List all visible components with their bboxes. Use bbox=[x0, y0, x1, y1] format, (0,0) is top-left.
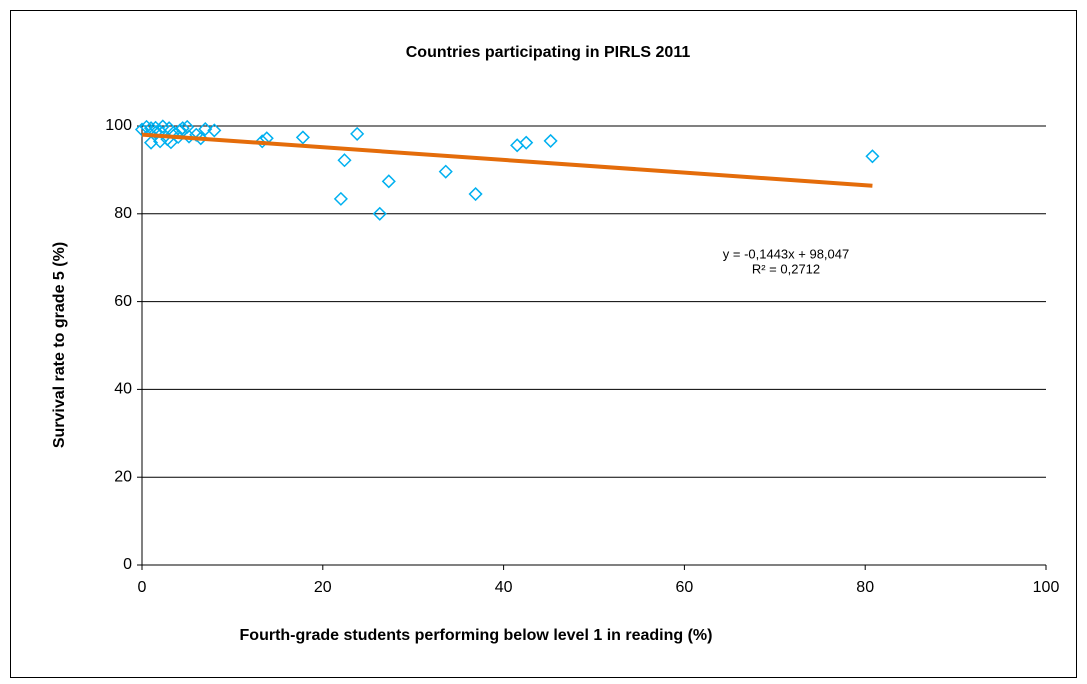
y-tick-label: 100 bbox=[105, 117, 132, 134]
point bbox=[543, 133, 558, 148]
x-tick-label: 80 bbox=[856, 579, 874, 596]
chart-border bbox=[10, 10, 1077, 678]
point bbox=[438, 164, 453, 179]
chart-title: Countries participating in PIRLS 2011 bbox=[406, 44, 691, 61]
point bbox=[193, 131, 208, 146]
x-axis-label: Fourth-grade students performing below l… bbox=[240, 627, 713, 644]
y-tick-label: 0 bbox=[123, 556, 132, 573]
y-tick-label: 60 bbox=[114, 293, 132, 310]
trendline bbox=[141, 132, 873, 188]
y-tick-label: 80 bbox=[114, 205, 132, 222]
point bbox=[865, 149, 880, 164]
point bbox=[139, 119, 154, 134]
y-tick-label: 40 bbox=[114, 381, 132, 398]
x-tick-label: 0 bbox=[138, 579, 147, 596]
point bbox=[468, 186, 483, 202]
x-tick-label: 40 bbox=[495, 579, 513, 596]
point bbox=[372, 206, 387, 221]
y-axis-label: Survival rate to grade 5 (%) bbox=[51, 242, 68, 448]
y-tick-label: 20 bbox=[114, 468, 132, 485]
point bbox=[519, 135, 534, 150]
point bbox=[181, 129, 197, 144]
point bbox=[153, 134, 168, 149]
trend-r2: R² = 0,2712 bbox=[752, 261, 820, 276]
x-tick-label: 60 bbox=[676, 579, 694, 596]
point bbox=[198, 122, 213, 137]
point bbox=[207, 123, 222, 138]
point bbox=[350, 126, 365, 141]
trend-equation: y = -0,1443x + 98,047 bbox=[723, 246, 849, 261]
x-tick-label: 20 bbox=[314, 579, 332, 596]
x-tick-label: 100 bbox=[1033, 579, 1060, 596]
point bbox=[337, 153, 352, 168]
point bbox=[255, 134, 270, 149]
point bbox=[295, 130, 310, 145]
point bbox=[175, 121, 190, 136]
point bbox=[381, 174, 396, 189]
point bbox=[333, 191, 348, 206]
